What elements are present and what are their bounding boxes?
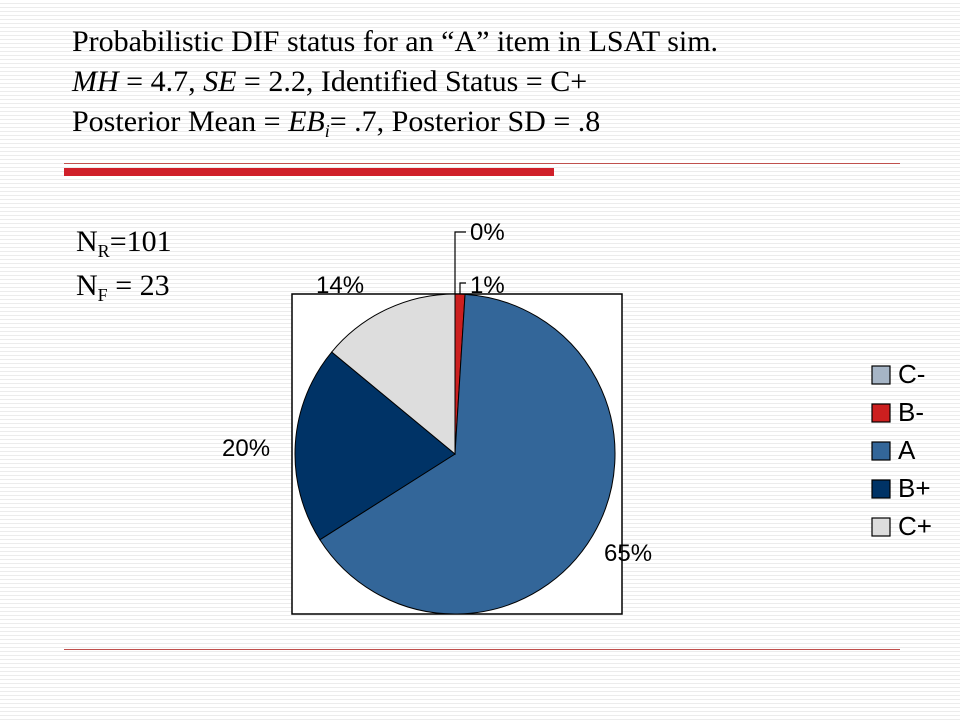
- top-divider: [64, 163, 900, 164]
- data-labels: 0% 1% 65% 20% 14%: [222, 219, 652, 567]
- legend-swatch-4: [871, 517, 891, 537]
- data-label-4: 14%: [316, 272, 364, 299]
- se-label: SE: [203, 65, 237, 98]
- nf-value: = 23: [107, 269, 170, 302]
- chart-legend: C- B- A B+ C+: [871, 359, 932, 541]
- legend-label-1: B-: [898, 397, 924, 427]
- title-line-3: Posterior Mean = EBi= .7, Posterior SD =…: [72, 102, 932, 142]
- pie-slice-c-minusplus: [331, 293, 456, 456]
- nf-subscript: F: [97, 285, 108, 305]
- nr-value: =101: [109, 225, 172, 258]
- slide-title: Probabilistic DIF status for an “A” item…: [72, 22, 932, 142]
- legend-label-3: B+: [898, 473, 931, 503]
- mh-value: = 4.7,: [118, 65, 204, 98]
- data-label-2: 65%: [604, 540, 652, 567]
- pie-slice-b-minusplus: [294, 351, 456, 541]
- line3-suffix: = .7, Posterior SD = .8: [329, 105, 601, 138]
- legend-swatch-1: [871, 403, 891, 423]
- legend-swatch-0: [871, 365, 891, 385]
- data-label-1: 1%: [470, 272, 505, 299]
- eb-label: EB: [288, 105, 325, 138]
- accent-bar: [64, 168, 554, 176]
- se-value: = 2.2, Identified Status = C+: [236, 65, 588, 98]
- pie-slices: [294, 293, 616, 615]
- nf-letter: N: [76, 269, 98, 302]
- focal-count: NF = 23: [76, 264, 172, 308]
- leader-line-1: [459, 282, 466, 295]
- eb-subscript: i: [324, 121, 330, 141]
- data-label-0: 0%: [470, 219, 505, 246]
- data-label-3: 20%: [222, 435, 270, 462]
- legend-label-4: C+: [898, 511, 932, 541]
- leader-line-0: [454, 231, 466, 294]
- bottom-divider: [64, 649, 900, 650]
- title-line-1: Probabilistic DIF status for an “A” item…: [72, 22, 932, 62]
- legend-label-2: A: [898, 435, 916, 465]
- nr-letter: N: [76, 225, 98, 258]
- leader-lines: [454, 231, 466, 295]
- reference-count: NR=101: [76, 220, 172, 264]
- nr-subscript: R: [97, 241, 110, 261]
- mh-label: MH: [72, 65, 119, 98]
- sample-sizes: NR=101 NF = 23: [76, 220, 172, 308]
- title-line-1-text: Probabilistic DIF status for an “A” item…: [72, 25, 719, 58]
- title-line-2: MH = 4.7, SE = 2.2, Identified Status = …: [72, 62, 932, 102]
- legend-swatch-2: [871, 441, 891, 461]
- pie-slice-a: [319, 293, 616, 615]
- line3-prefix: Posterior Mean =: [72, 105, 289, 138]
- legend-label-0: C-: [898, 359, 925, 389]
- legend-swatch-3: [871, 479, 891, 499]
